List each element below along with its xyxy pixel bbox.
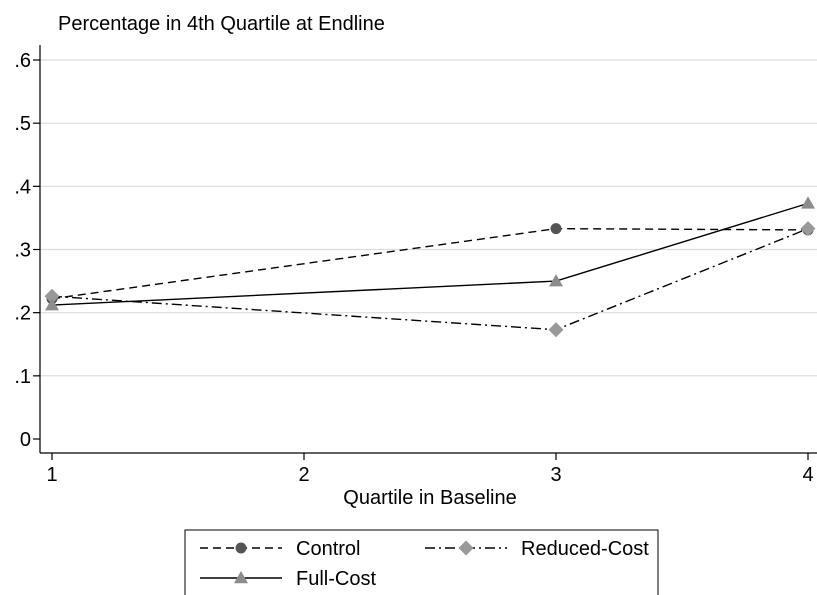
- data-point-control: [550, 223, 562, 235]
- x-axis-ticks: 1 2 3 4: [46, 453, 814, 486]
- y-tick-label: .1: [14, 366, 31, 388]
- chart-title: Percentage in 4th Quartile at Endline: [58, 13, 385, 35]
- x-tick-label: 2: [298, 464, 309, 486]
- legend-marker-reduced-cost: [458, 540, 474, 556]
- series-lines: [44, 196, 816, 338]
- series-line-full-cost: [51, 202, 809, 306]
- data-point-reduced-cost: [44, 288, 60, 304]
- legend-box: [184, 529, 659, 595]
- data-point-full-cost: [45, 298, 59, 311]
- y-tick-label: .3: [14, 240, 31, 262]
- y-tick-label: .2: [14, 303, 31, 325]
- data-point-full-cost: [801, 196, 815, 209]
- legend: Control Reduced-Cost Full-Cost: [184, 529, 659, 595]
- y-tick-label: .4: [14, 176, 31, 198]
- legend-label-reduced-cost: Reduced-Cost: [521, 538, 649, 560]
- x-tick-label: 4: [802, 464, 813, 486]
- gridlines: [40, 59, 817, 377]
- legend-marker-full-cost: [234, 571, 248, 584]
- y-tick-label: .6: [14, 50, 31, 72]
- data-point-reduced-cost: [800, 221, 816, 237]
- x-axis-label: Quartile in Baseline: [343, 487, 516, 509]
- x-tick-label: 1: [46, 464, 57, 486]
- y-tick-label: 0: [20, 429, 31, 451]
- legend-marker-control: [235, 542, 247, 554]
- data-point-reduced-cost: [548, 322, 564, 338]
- y-axis-ticks: 0 .1 .2 .3 .4 .5 .6: [14, 50, 40, 451]
- x-tick-label: 3: [550, 464, 561, 486]
- legend-label-full-cost: Full-Cost: [296, 568, 376, 590]
- series-line-reduced-cost: [51, 228, 809, 331]
- data-point-full-cost: [549, 274, 563, 287]
- y-tick-label: .5: [14, 113, 31, 135]
- series-line-control: [51, 227, 809, 300]
- legend-label-control: Control: [296, 538, 360, 560]
